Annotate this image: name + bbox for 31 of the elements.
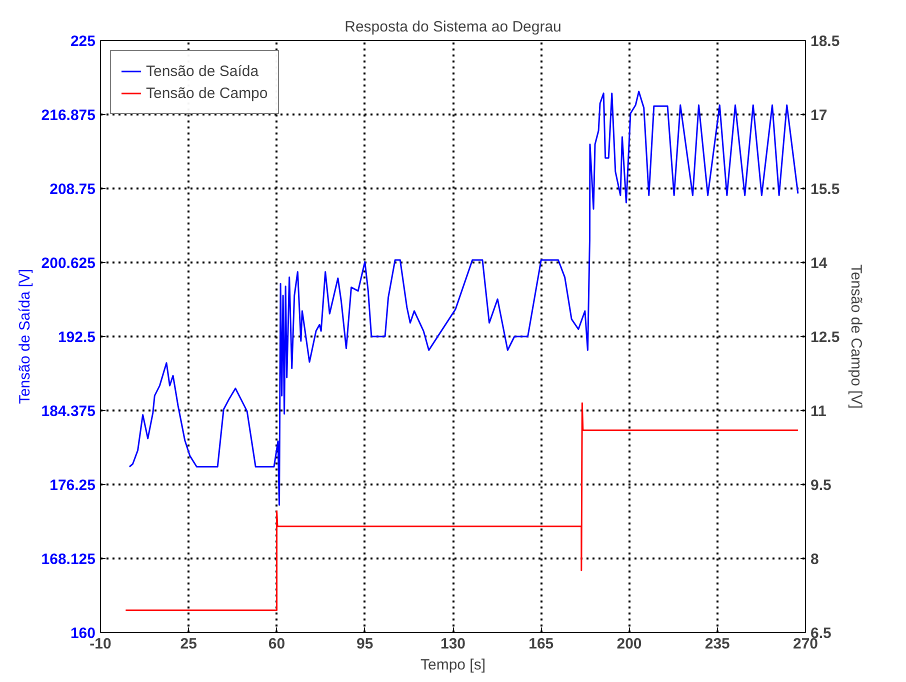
x-tick-label: 200 (616, 636, 642, 652)
x-axis-title: Tempo [s] (420, 656, 486, 674)
y-tick-label: 160 (70, 625, 96, 642)
x-tick-label: 165 (528, 636, 554, 652)
y2-tick-label: 8 (810, 551, 819, 568)
x-tick-label: 95 (356, 636, 374, 652)
y2-tick-label: 15.5 (810, 181, 840, 198)
y-tick-label: 200.625 (41, 255, 96, 272)
y-tick-label: 184.375 (41, 403, 96, 420)
x-tick-label: 235 (704, 636, 730, 652)
x-tick-label: 130 (440, 636, 466, 652)
y-tick-label: 176.25 (50, 477, 96, 494)
y-axis-title: Tensão de Saída [V] (16, 268, 34, 404)
y-tick-label: 168.125 (41, 551, 96, 568)
legend-label: Tensão de Saída (146, 62, 259, 80)
y-tick-label: 225 (70, 33, 96, 50)
y2-tick-label: 12.5 (810, 329, 840, 346)
x-tick-label: 60 (268, 636, 286, 652)
x-tick-label: 25 (180, 636, 197, 652)
y2-tick-label: 17 (810, 107, 828, 124)
line-series (124, 402, 799, 612)
y-tick-label: 208.75 (50, 181, 96, 198)
y2-tick-label: 11 (810, 403, 826, 420)
y2-tick-label: 14 (810, 255, 828, 272)
legend-label: Tensão de Campo (146, 84, 268, 102)
y2-tick-label: 18.5 (810, 33, 840, 50)
y2-axis-title: Tensão de Campo [V] (848, 264, 865, 409)
y-tick-label: 192.5 (58, 329, 96, 346)
y2-tick-label: 9.5 (810, 477, 832, 494)
y-tick-label: 216.875 (41, 107, 96, 124)
chart-title: Resposta do Sistema ao Degrau (344, 18, 562, 36)
